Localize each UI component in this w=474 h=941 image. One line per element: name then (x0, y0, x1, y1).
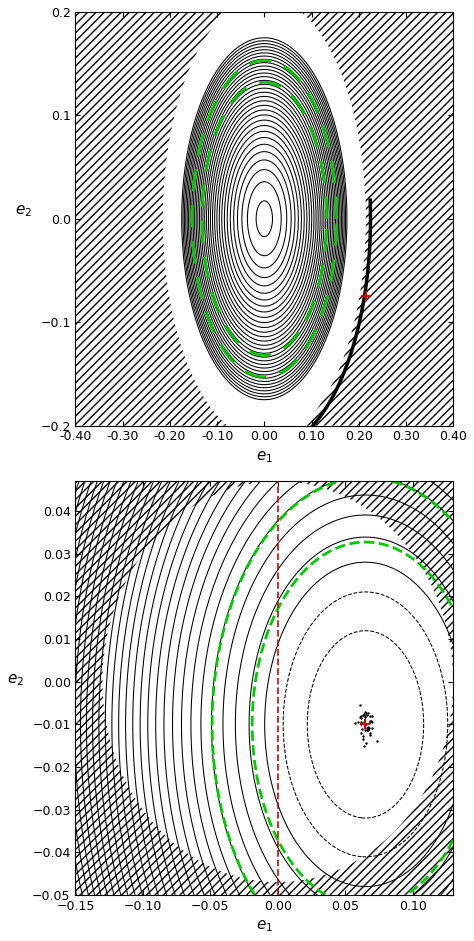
X-axis label: $e_1$: $e_1$ (256, 449, 273, 465)
Y-axis label: $e_2$: $e_2$ (7, 673, 24, 688)
Y-axis label: $e_2$: $e_2$ (15, 203, 32, 218)
X-axis label: $e_1$: $e_1$ (256, 918, 273, 934)
